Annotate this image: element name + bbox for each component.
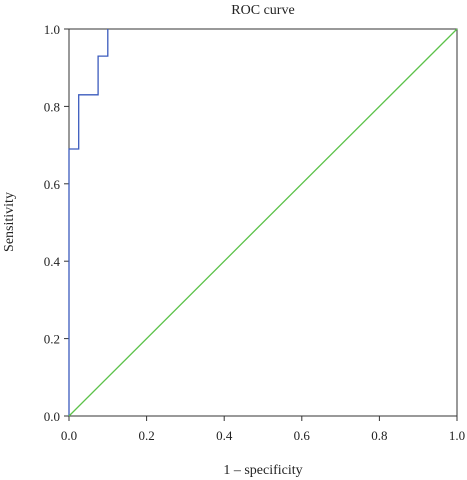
x-tick-label: 0.4 [216,428,233,443]
x-axis-ticks: 0.0 0.2 0.4 0.6 0.8 1.0 [61,416,465,443]
x-tick-label: 0.2 [138,428,154,443]
chart-title: ROC curve [231,3,294,18]
y-tick-label: 0.8 [44,99,60,114]
y-tick-label: 1.0 [44,22,60,37]
reference-diagonal-line [68,28,458,417]
series-layer [68,28,458,417]
y-tick-label: 0.0 [44,409,60,424]
x-tick-label: 0.8 [371,428,387,443]
x-tick-label: 1.0 [449,428,465,443]
x-tick-label: 0.0 [61,428,77,443]
y-tick-label: 0.2 [44,332,60,347]
roc-curve-line [68,29,109,416]
x-axis-title: 1 – specificity [223,463,302,478]
y-axis-title: Sensitivity [2,192,17,252]
y-tick-label: 0.4 [44,254,61,269]
x-tick-label: 0.6 [294,428,311,443]
y-tick-label: 0.6 [44,177,61,192]
y-axis-ticks: 0.0 0.2 0.4 0.6 0.8 1.0 [44,22,69,424]
